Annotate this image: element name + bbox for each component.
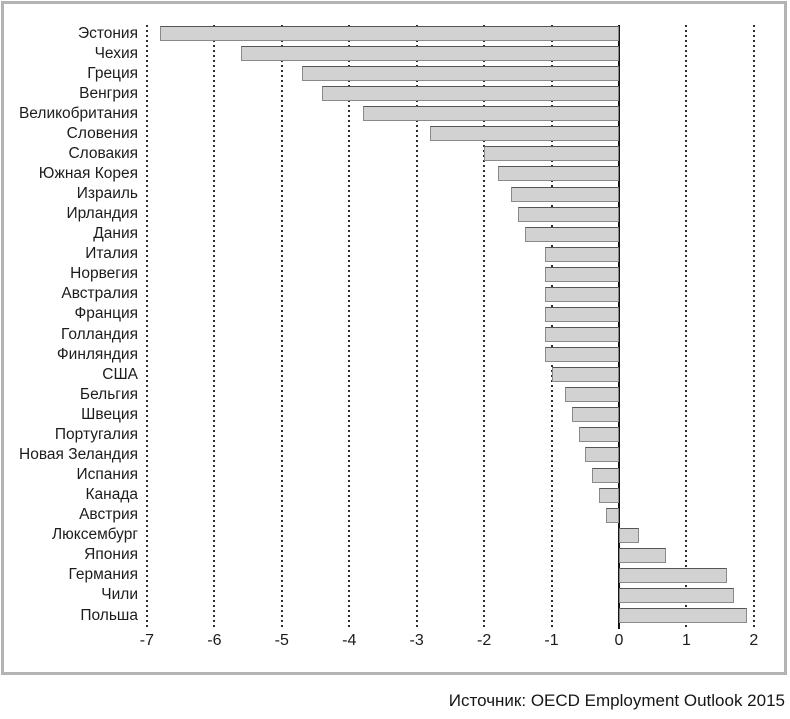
- gridline: [280, 25, 283, 629]
- bar: [619, 567, 727, 583]
- bar: [598, 487, 619, 503]
- bar: [619, 587, 734, 603]
- gridline: [145, 25, 148, 629]
- bar: [565, 387, 619, 403]
- category-label: Люксембург: [52, 526, 138, 544]
- category-label: Испания: [76, 466, 138, 484]
- bar: [619, 608, 748, 624]
- category-label: Великобритания: [18, 104, 138, 122]
- gridline: [415, 25, 418, 629]
- zero-axis-line: [618, 25, 620, 629]
- category-label: Швеция: [81, 405, 138, 423]
- x-tick-label: -3: [409, 632, 424, 649]
- bar: [619, 527, 640, 543]
- category-label: Португалия: [54, 425, 138, 443]
- category-label: Чили: [101, 586, 138, 604]
- category-label: Новая Зеландия: [19, 445, 138, 463]
- x-tick-label: 1: [681, 632, 691, 649]
- bar: [551, 367, 619, 383]
- bar: [578, 427, 619, 443]
- category-label: Израиль: [76, 185, 138, 203]
- bar: [524, 226, 619, 242]
- bar: [544, 347, 619, 363]
- category-label: Франция: [74, 305, 138, 323]
- bar: [517, 206, 619, 222]
- bar: [571, 407, 619, 423]
- category-label: Канада: [85, 486, 139, 504]
- category-label: Словакия: [68, 144, 138, 162]
- bar: [619, 547, 667, 563]
- category-label: Бельгия: [79, 385, 138, 403]
- x-tick-label: -5: [274, 632, 289, 649]
- category-label: США: [102, 365, 138, 383]
- bar: [160, 26, 619, 41]
- bar: [322, 86, 619, 102]
- bar: [544, 286, 619, 302]
- category-label: Австралия: [61, 285, 138, 303]
- bar: [241, 46, 619, 62]
- x-tick-label: -2: [476, 632, 492, 649]
- source-note: Источник: OECD Employment Outlook 2015: [448, 691, 785, 710]
- category-label: Норвегия: [70, 265, 138, 283]
- category-label: Греция: [87, 64, 138, 82]
- x-tick-label: 2: [749, 632, 759, 649]
- category-label: Чехия: [94, 44, 138, 62]
- bar: [592, 467, 619, 483]
- category-label: Финляндия: [56, 345, 138, 363]
- bar: [544, 327, 619, 343]
- bar: [605, 507, 619, 523]
- category-label: Япония: [84, 546, 138, 564]
- x-tick-label: -7: [139, 632, 155, 649]
- bar: [302, 66, 619, 82]
- x-tick-label: 0: [614, 632, 624, 649]
- category-label: Польша: [80, 606, 138, 624]
- bar: [544, 306, 619, 322]
- bar: [362, 106, 619, 122]
- x-tick-label: -1: [544, 632, 559, 649]
- category-label: Голландия: [60, 325, 138, 343]
- bar: [511, 186, 619, 202]
- gridline: [752, 25, 755, 629]
- bar: [497, 166, 619, 182]
- gridline: [550, 25, 553, 629]
- x-tick-label: -6: [207, 632, 222, 649]
- category-label: Словения: [66, 124, 138, 142]
- category-label: Австрия: [79, 506, 138, 524]
- bar: [544, 266, 619, 282]
- category-label: Венгрия: [79, 84, 138, 102]
- category-label: Италия: [85, 245, 138, 263]
- gridline: [685, 25, 688, 629]
- bar: [544, 246, 619, 262]
- category-label: Дания: [93, 225, 138, 243]
- category-label: Южная Корея: [38, 164, 138, 182]
- category-label: Эстония: [77, 24, 138, 42]
- bar: [484, 146, 619, 162]
- gridline: [213, 25, 216, 629]
- bar: [585, 447, 619, 463]
- category-label: Германия: [68, 566, 139, 584]
- gridline: [348, 25, 351, 629]
- category-label: Ирландия: [66, 205, 138, 223]
- x-tick-label: -4: [342, 632, 357, 649]
- gridline: [483, 25, 486, 629]
- bar: [430, 126, 619, 142]
